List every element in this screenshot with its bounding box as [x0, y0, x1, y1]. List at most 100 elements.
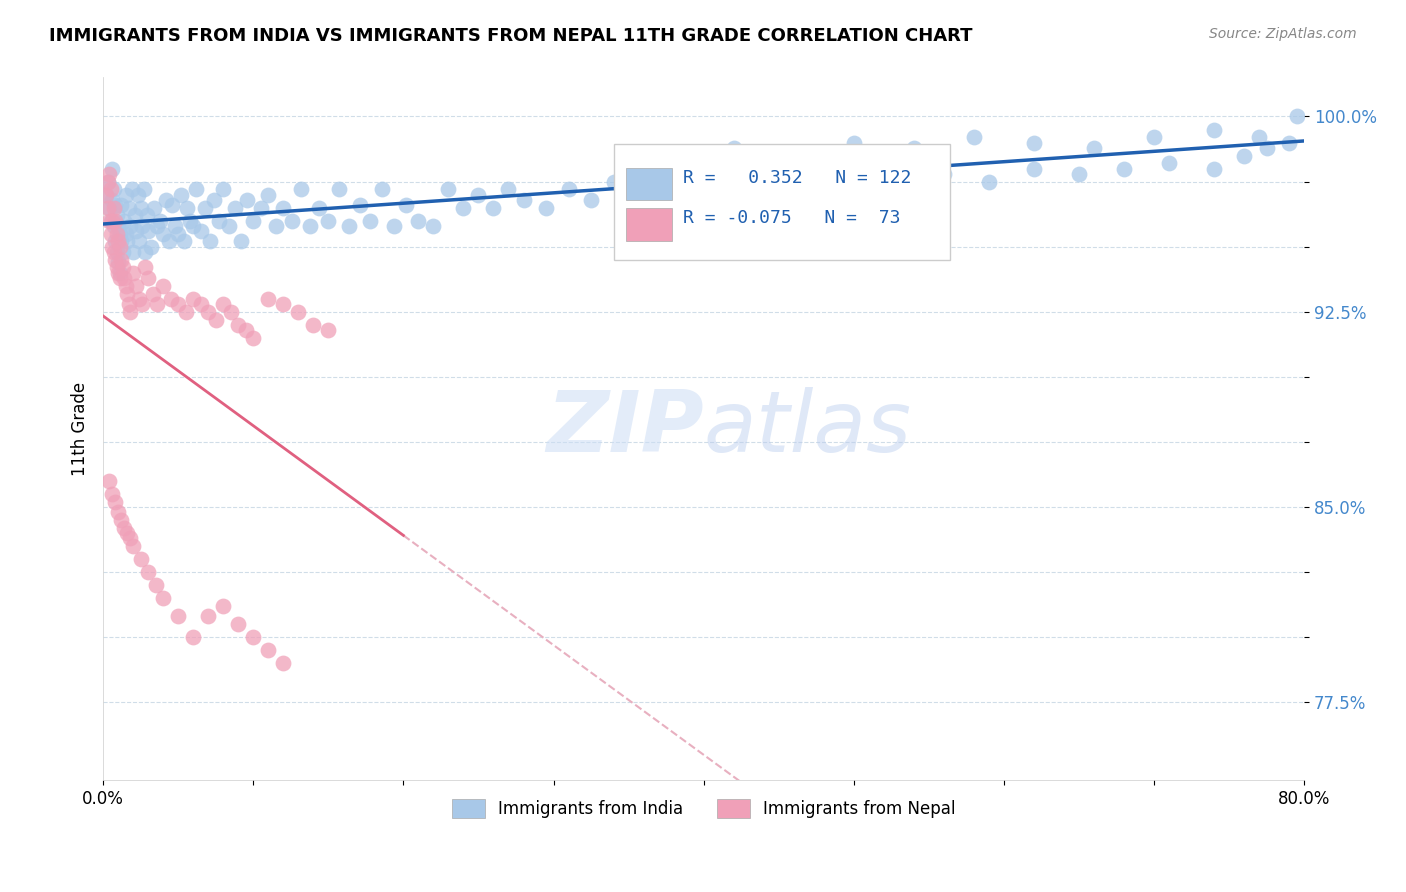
Point	[271, 201, 294, 215]
Point	[512, 193, 534, 207]
Point	[157, 235, 180, 249]
Point	[842, 182, 865, 196]
Point	[114, 278, 136, 293]
Point	[202, 193, 225, 207]
Point	[152, 591, 174, 605]
Point	[1112, 161, 1135, 176]
Point	[101, 487, 124, 501]
Point	[108, 266, 131, 280]
Point	[257, 292, 280, 306]
Point	[167, 297, 190, 311]
Point	[384, 219, 406, 233]
Point	[257, 187, 280, 202]
Point	[226, 318, 249, 332]
Point	[212, 297, 235, 311]
Point	[602, 175, 624, 189]
Point	[204, 312, 226, 326]
Point	[498, 182, 520, 196]
Point	[132, 182, 155, 196]
Point	[125, 278, 148, 293]
Point	[136, 271, 159, 285]
Point	[903, 141, 925, 155]
Point	[181, 630, 204, 644]
Point	[1249, 130, 1271, 145]
Point	[97, 175, 120, 189]
Point	[242, 331, 264, 345]
Point	[257, 643, 280, 657]
Point	[110, 252, 132, 267]
Point	[97, 175, 120, 189]
Point	[107, 235, 129, 249]
Point	[143, 201, 166, 215]
Point	[579, 193, 602, 207]
Point	[249, 201, 271, 215]
Point	[131, 219, 153, 233]
Point	[181, 292, 204, 306]
Point	[124, 208, 146, 222]
Point	[98, 201, 121, 215]
Point	[122, 539, 145, 553]
Point	[242, 630, 264, 644]
Point	[114, 227, 136, 241]
Point	[662, 193, 685, 207]
Point	[167, 609, 190, 624]
Point	[328, 182, 350, 196]
Point	[108, 240, 131, 254]
Point	[1285, 110, 1308, 124]
Point	[395, 198, 418, 212]
Point	[125, 224, 148, 238]
Point	[1143, 130, 1166, 145]
Text: ZIP: ZIP	[546, 387, 703, 470]
Point	[120, 531, 142, 545]
Point	[101, 193, 124, 207]
Point	[120, 219, 142, 233]
Point	[107, 219, 129, 233]
Point	[197, 304, 219, 318]
Point	[723, 182, 745, 196]
Point	[152, 278, 174, 293]
Point	[557, 182, 579, 196]
Point	[299, 219, 322, 233]
Y-axis label: 11th Grade: 11th Grade	[72, 382, 89, 476]
Point	[371, 182, 394, 196]
Point	[121, 182, 143, 196]
Point	[103, 244, 125, 259]
Point	[290, 182, 312, 196]
Point	[692, 175, 714, 189]
Point	[104, 213, 127, 227]
Point	[115, 286, 138, 301]
Point	[224, 201, 246, 215]
Point	[1022, 161, 1045, 176]
Point	[190, 224, 212, 238]
Point	[302, 318, 325, 332]
Point	[122, 244, 145, 259]
Point	[134, 244, 156, 259]
Point	[783, 148, 806, 162]
Point	[308, 201, 330, 215]
Point	[887, 175, 910, 189]
Point	[129, 201, 152, 215]
Point	[1204, 161, 1226, 176]
Point	[173, 235, 195, 249]
Point	[108, 227, 131, 241]
Point	[136, 224, 159, 238]
Point	[136, 565, 159, 579]
Point	[100, 213, 122, 227]
FancyBboxPatch shape	[613, 145, 950, 260]
Legend: Immigrants from India, Immigrants from Nepal: Immigrants from India, Immigrants from N…	[444, 792, 963, 825]
Point	[146, 219, 169, 233]
Point	[1233, 148, 1256, 162]
Point	[100, 182, 122, 196]
Point	[1256, 141, 1278, 155]
Point	[94, 187, 117, 202]
Point	[115, 235, 138, 249]
Point	[437, 182, 460, 196]
Point	[977, 175, 1000, 189]
Point	[235, 323, 257, 337]
Point	[97, 201, 120, 215]
Point	[129, 552, 152, 566]
Point	[155, 193, 177, 207]
Point	[174, 304, 197, 318]
Point	[103, 219, 125, 233]
Point	[94, 187, 117, 202]
